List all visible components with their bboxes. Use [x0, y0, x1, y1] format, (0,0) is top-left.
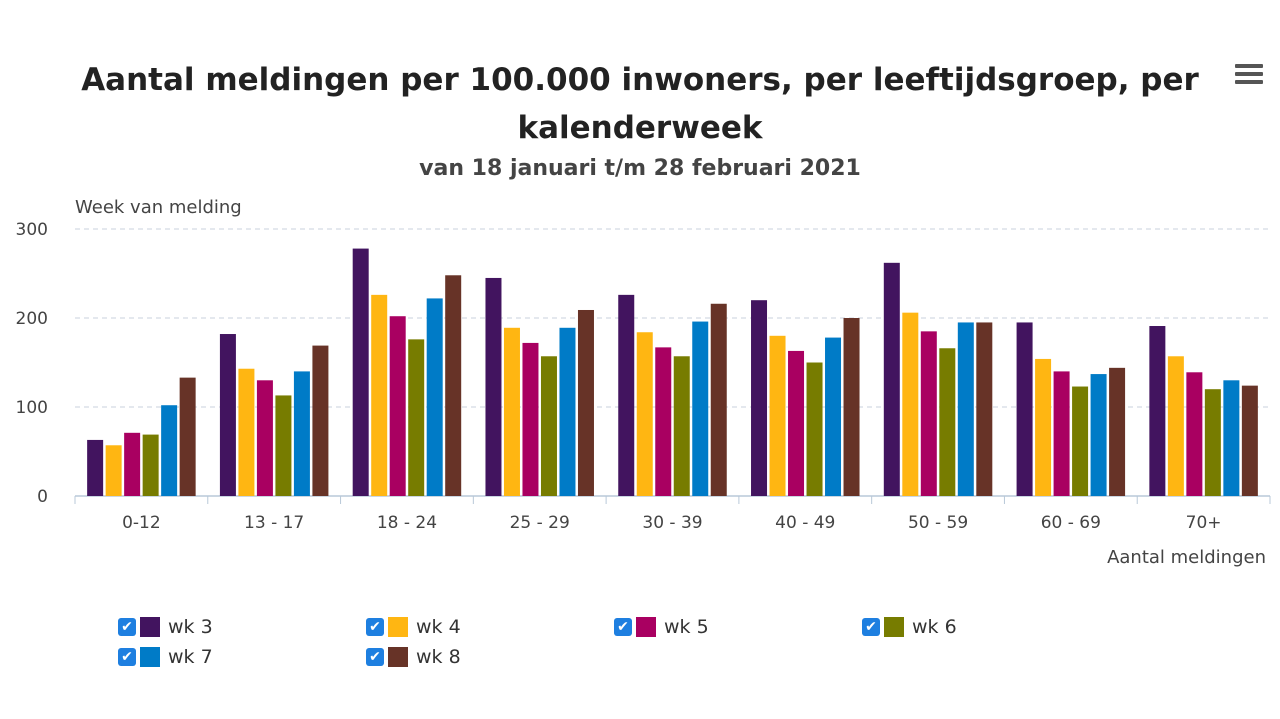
chart-subtitle: van 18 januari t/m 28 februari 2021 [419, 156, 861, 181]
bar-wk6-2 [408, 339, 425, 496]
bar-wk5-4 [655, 347, 672, 496]
x-tick-label: 30 - 39 [642, 513, 702, 533]
bar-wk8-2 [445, 275, 462, 496]
bar-wk5-0 [124, 432, 141, 496]
bar-wk3-6 [883, 262, 900, 496]
x-axis-label: Aantal meldingen [1107, 547, 1266, 568]
bar-wk7-4 [692, 321, 709, 496]
bar-wk7-1 [293, 371, 310, 496]
bar-wk8-8 [1241, 385, 1258, 496]
bar-wk6-4 [673, 356, 690, 496]
bar-wk7-7 [1090, 374, 1107, 496]
legend-item-wk4[interactable]: ✔ wk 4 [366, 616, 461, 638]
bar-wk3-4 [618, 294, 635, 496]
bar-wk6-7 [1072, 386, 1089, 496]
legend-item-wk8[interactable]: ✔ wk 8 [366, 646, 461, 668]
bar-wk4-8 [1167, 356, 1184, 496]
bar-wk8-0 [179, 377, 196, 496]
checkmark-icon[interactable]: ✔ [366, 618, 384, 636]
legend-swatch [884, 617, 904, 637]
legend-label: wk 8 [416, 646, 461, 668]
checkmark-icon[interactable]: ✔ [862, 618, 880, 636]
bar-wk4-1 [238, 368, 255, 496]
bar-wk3-7 [1016, 322, 1033, 496]
legend-label: wk 4 [416, 616, 461, 638]
bar-wk5-6 [920, 331, 937, 496]
legend-swatch [140, 617, 160, 637]
x-tick-label: 60 - 69 [1041, 513, 1101, 533]
bar-wk7-2 [426, 298, 443, 496]
checkmark-icon[interactable]: ✔ [614, 618, 632, 636]
bar-wk4-6 [902, 312, 919, 496]
legend-swatch [140, 647, 160, 667]
legend-item-wk5[interactable]: ✔ wk 5 [614, 616, 709, 638]
bar-wk8-1 [312, 345, 329, 496]
legend-label: wk 3 [168, 616, 213, 638]
x-tick-label: 18 - 24 [377, 513, 437, 533]
legend-label: wk 6 [912, 616, 957, 638]
bar-wk3-2 [352, 248, 369, 496]
legend-item-wk3[interactable]: ✔ wk 3 [118, 616, 213, 638]
bar-wk8-4 [710, 303, 727, 496]
bar-wk4-0 [105, 445, 122, 496]
checkmark-icon[interactable]: ✔ [366, 648, 384, 666]
bar-wk4-3 [503, 327, 520, 496]
bar-wk8-5 [843, 318, 860, 496]
bar-wk5-3 [522, 342, 539, 496]
x-tick-label: 70+ [1186, 513, 1222, 533]
legend-swatch [388, 647, 408, 667]
hamburger-menu-icon[interactable] [1235, 64, 1263, 88]
bar-wk7-5 [825, 337, 842, 496]
bar-wk8-6 [976, 322, 993, 496]
bar-wk5-1 [256, 380, 273, 496]
legend-swatch [636, 617, 656, 637]
bar-wk3-3 [485, 277, 502, 496]
bar-wk6-1 [275, 395, 292, 496]
x-tick-label: 13 - 17 [244, 513, 304, 533]
bar-wk6-8 [1204, 389, 1221, 496]
bar-wk6-3 [540, 356, 557, 496]
bar-wk5-8 [1186, 372, 1203, 496]
y-tick-label: 200 [16, 309, 48, 329]
bar-wk5-5 [788, 350, 805, 496]
legend-label: wk 5 [664, 616, 709, 638]
bar-wk6-6 [939, 348, 956, 496]
bar-wk7-0 [161, 405, 178, 496]
x-tick-label: 50 - 59 [908, 513, 968, 533]
x-tick-label: 40 - 49 [775, 513, 835, 533]
bar-wk6-5 [806, 362, 823, 496]
bar-wk8-3 [577, 309, 594, 496]
bar-wk4-7 [1035, 358, 1052, 496]
bar-wk7-8 [1223, 380, 1240, 496]
bar-wk5-2 [389, 316, 406, 496]
bar-wk4-2 [371, 294, 388, 496]
legend-label: wk 7 [168, 646, 213, 668]
bar-wk3-0 [87, 439, 104, 496]
bar-wk8-7 [1109, 367, 1126, 496]
bar-wk3-5 [751, 300, 768, 496]
y-axis-label: Week van melding [75, 197, 242, 218]
x-tick-label: 0-12 [122, 513, 161, 533]
y-tick-label: 100 [16, 398, 48, 418]
bar-wk7-3 [559, 327, 576, 496]
y-tick-label: 0 [37, 487, 48, 507]
bar-wk4-5 [769, 335, 786, 496]
legend-item-wk6[interactable]: ✔ wk 6 [862, 616, 957, 638]
legend-swatch [388, 617, 408, 637]
x-tick-label: 25 - 29 [510, 513, 570, 533]
bar-wk6-0 [142, 434, 159, 496]
legend-item-wk7[interactable]: ✔ wk 7 [118, 646, 213, 668]
bar-wk4-4 [636, 332, 653, 496]
bar-wk7-6 [957, 322, 974, 496]
checkmark-icon[interactable]: ✔ [118, 618, 136, 636]
bar-wk3-8 [1149, 326, 1166, 496]
chart-title: Aantal meldingen per 100.000 inwoners, p… [81, 62, 1199, 146]
bar-wk5-7 [1053, 371, 1070, 496]
bar-wk3-1 [219, 334, 236, 496]
y-tick-label: 300 [16, 220, 48, 240]
checkmark-icon[interactable]: ✔ [118, 648, 136, 666]
